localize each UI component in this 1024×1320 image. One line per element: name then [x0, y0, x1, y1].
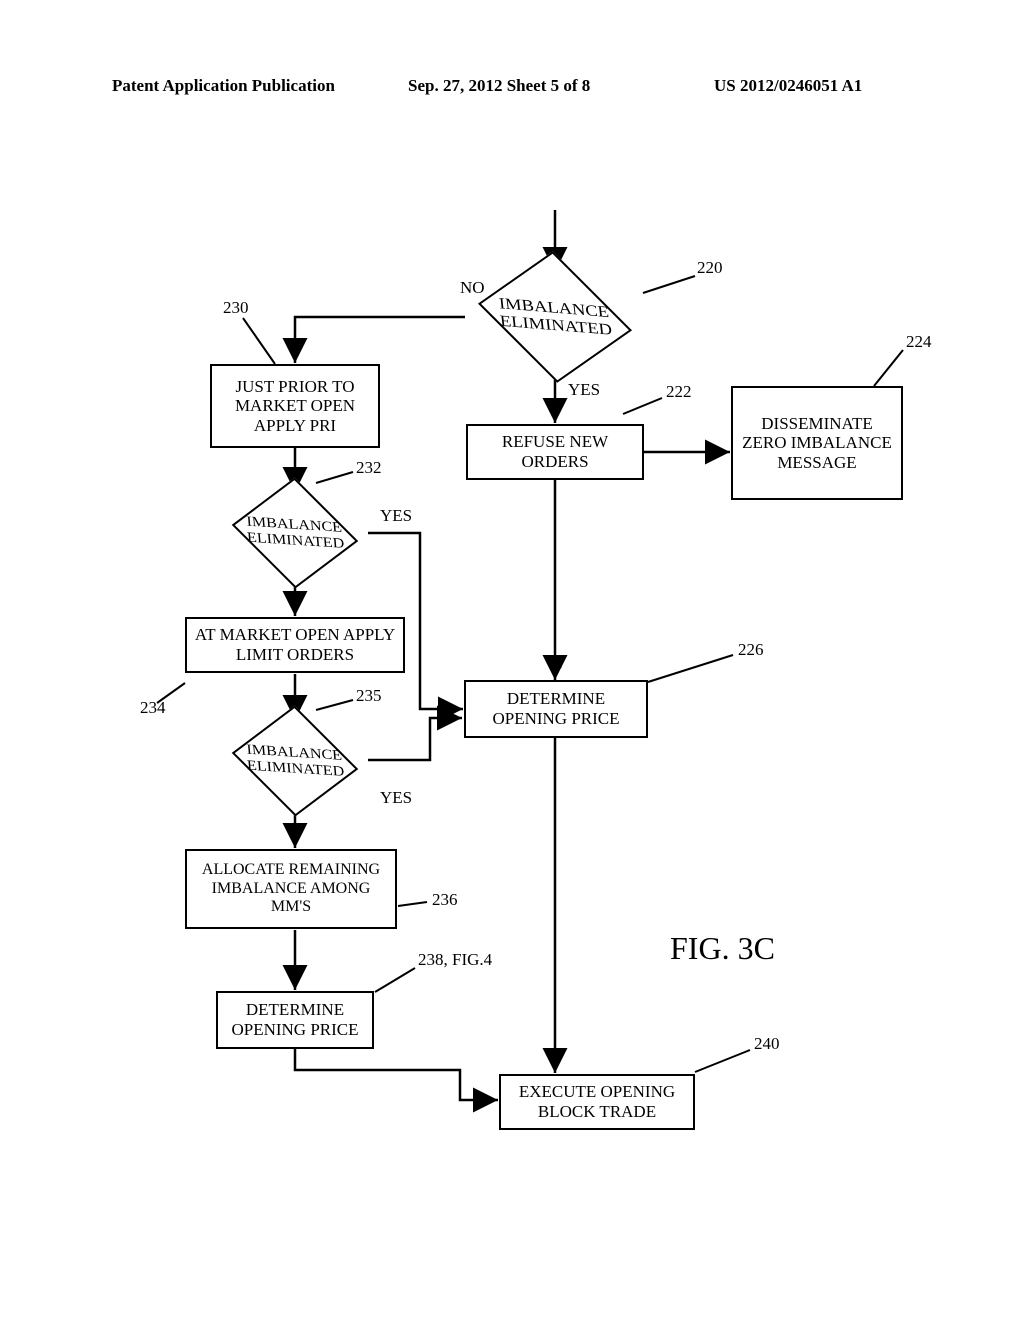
process-determine-opening-price-226: DETERMINE OPENING PRICE — [464, 680, 648, 738]
ref-226: 226 — [738, 640, 764, 660]
ref-224: 224 — [906, 332, 932, 352]
branch-yes-235: YES — [380, 788, 412, 808]
branch-yes-220: YES — [568, 380, 600, 400]
ref-238: 238, FIG.4 — [418, 950, 492, 970]
branch-yes-232: YES — [380, 506, 412, 526]
flowchart-canvas: IMBALANCE ELIMINATED REFUSE NEW ORDERS D… — [0, 0, 1024, 1320]
ref-220: 220 — [697, 258, 723, 278]
process-allocate-remaining-imbalance: ALLOCATE REMAINING IMBALANCE AMONG MM'S — [185, 849, 397, 929]
decision-imbalance-eliminated-220: IMBALANCE ELIMINATED — [478, 251, 632, 383]
ref-235: 235 — [356, 686, 382, 706]
ref-222: 222 — [666, 382, 692, 402]
process-apply-limit-orders: AT MARKET OPEN APPLY LIMIT ORDERS — [185, 617, 405, 673]
decision-imbalance-eliminated-235: IMBALANCE ELIMINATED — [232, 705, 359, 816]
ref-230: 230 — [223, 298, 249, 318]
process-determine-opening-price-238: DETERMINE OPENING PRICE — [216, 991, 374, 1049]
process-execute-opening-block-trade: EXECUTE OPENING BLOCK TRADE — [499, 1074, 695, 1130]
ref-236: 236 — [432, 890, 458, 910]
ref-240: 240 — [754, 1034, 780, 1054]
figure-title: FIG. 3C — [670, 930, 775, 967]
process-refuse-new-orders: REFUSE NEW ORDERS — [466, 424, 644, 480]
process-apply-pri: JUST PRIOR TO MARKET OPEN APPLY PRI — [210, 364, 380, 448]
ref-232: 232 — [356, 458, 382, 478]
process-disseminate-zero-imbalance: DISSEMINATE ZERO IMBALANCE MESSAGE — [731, 386, 903, 500]
ref-234: 234 — [140, 698, 166, 718]
decision-imbalance-eliminated-232: IMBALANCE ELIMINATED — [232, 477, 359, 588]
branch-no-220: NO — [460, 278, 485, 298]
